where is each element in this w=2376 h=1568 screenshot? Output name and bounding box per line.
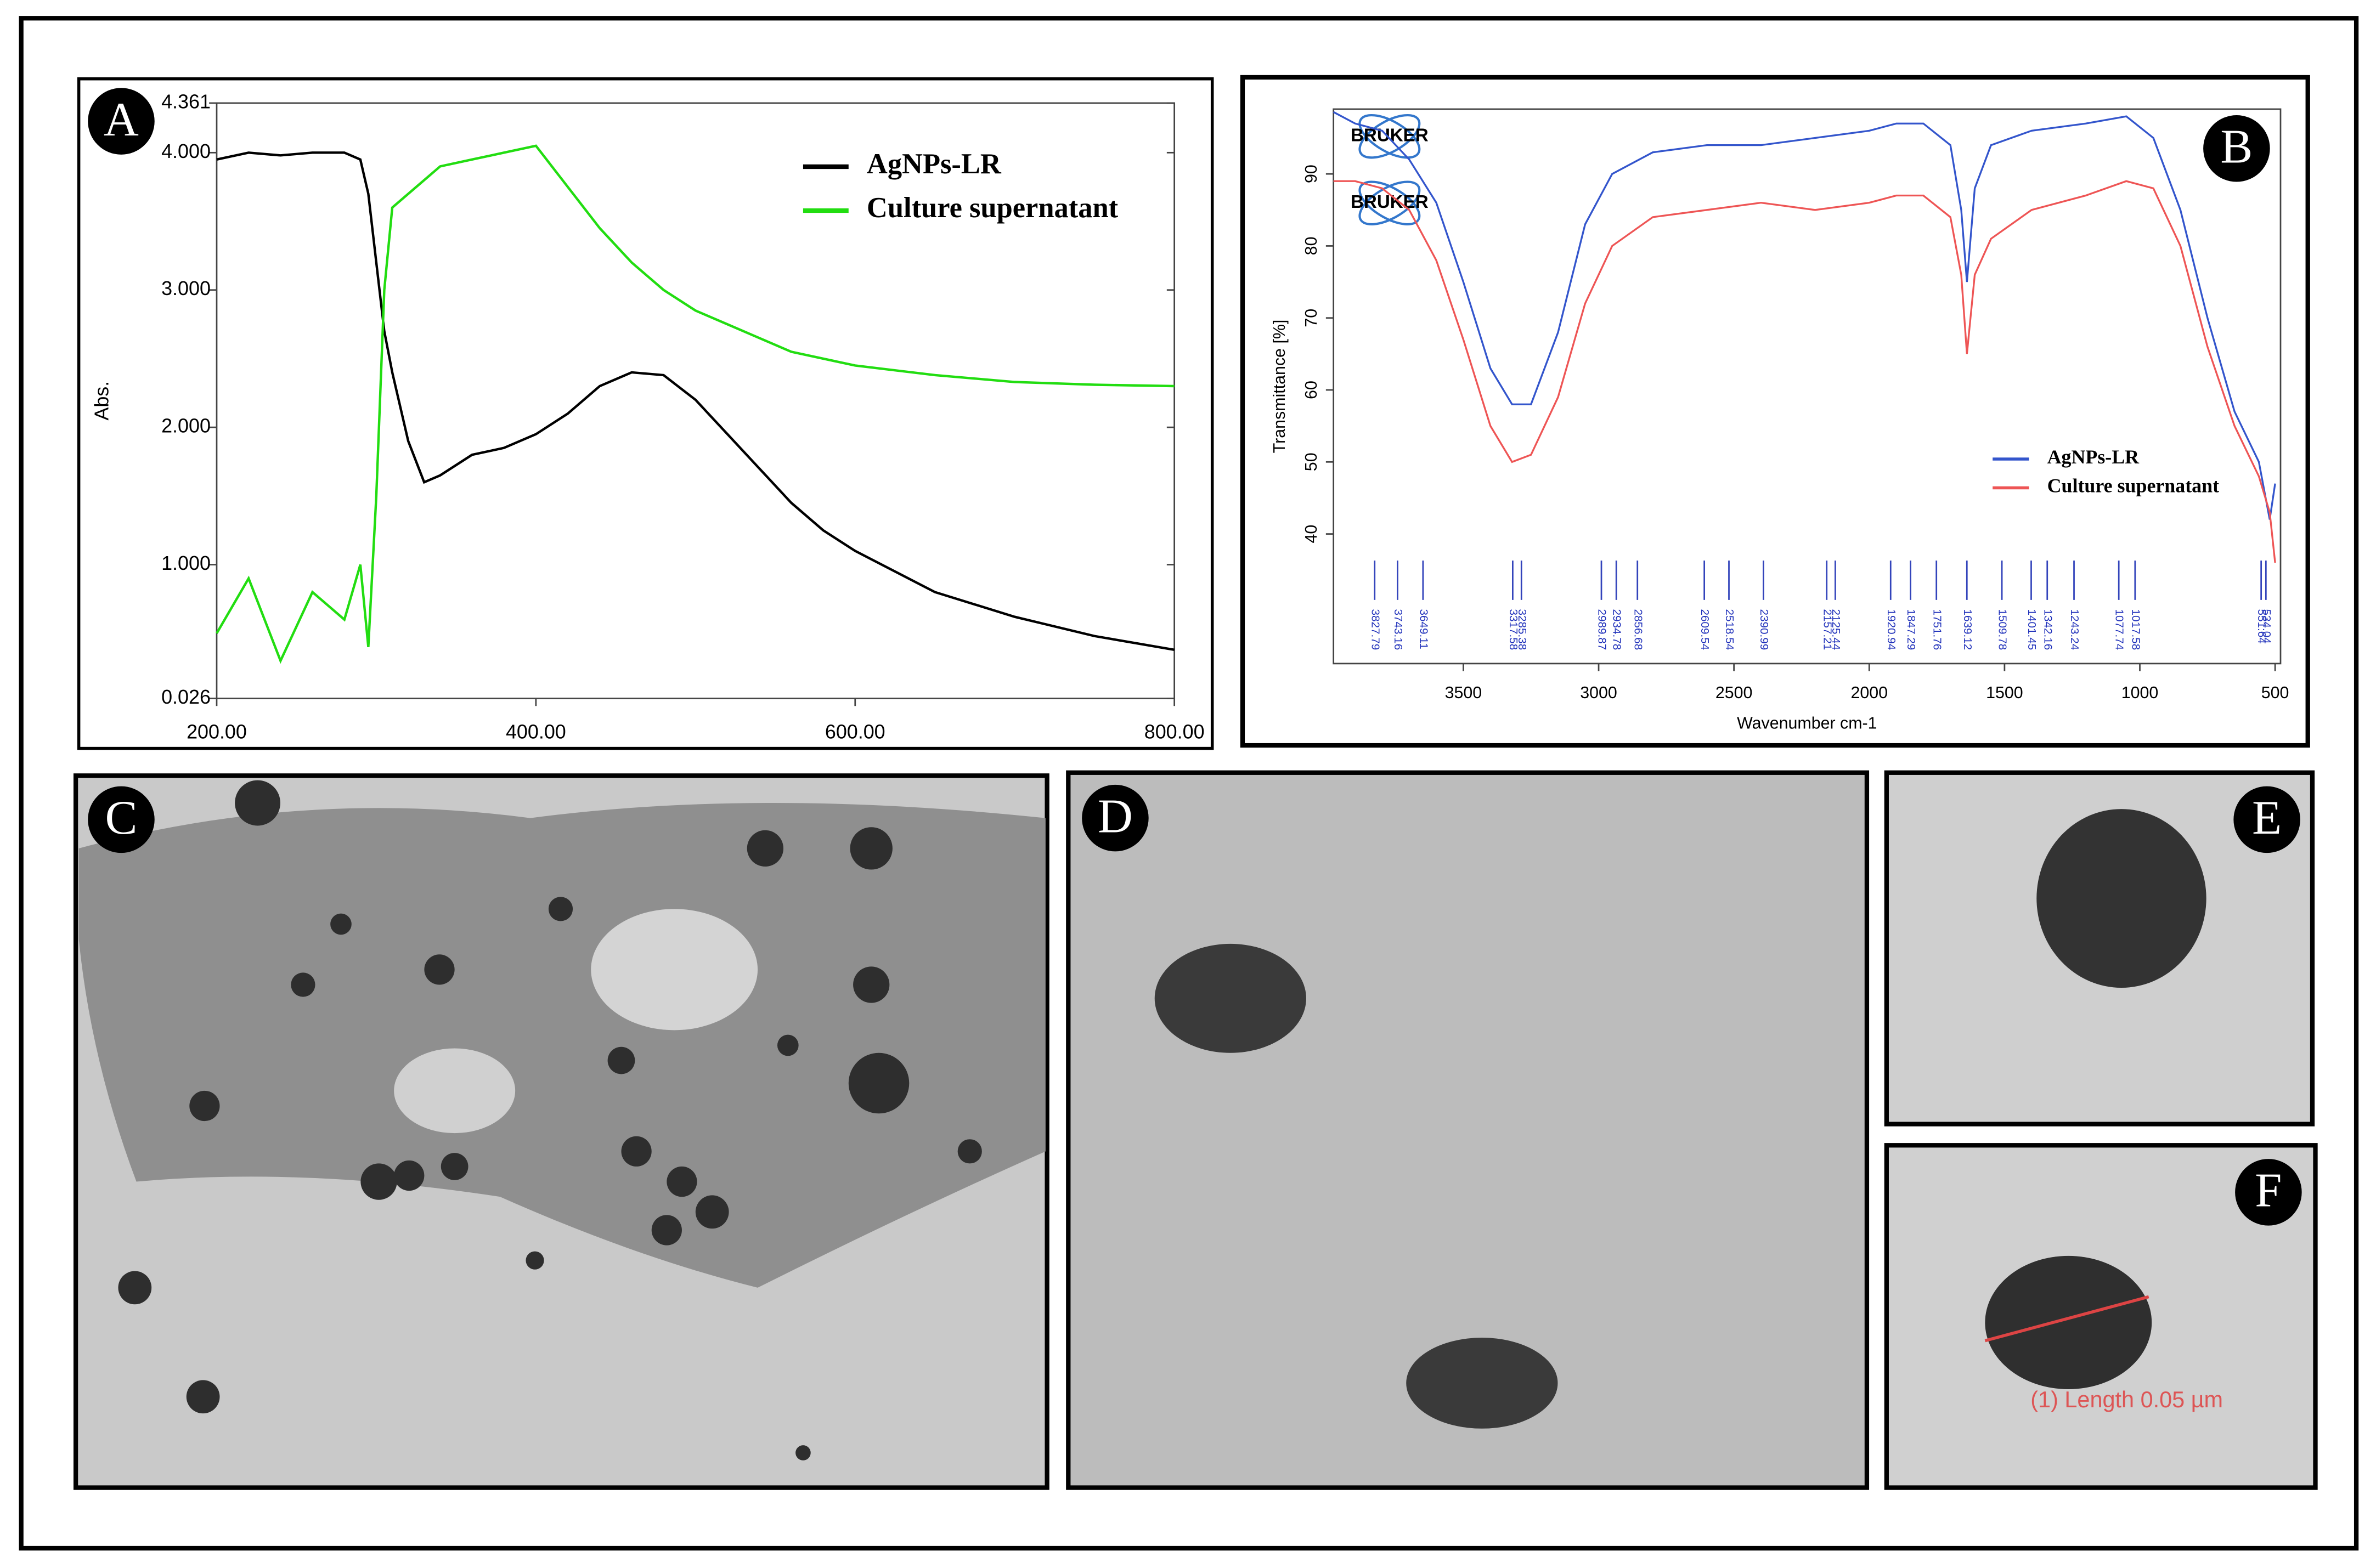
panel-letter-bg [2203, 115, 2270, 182]
panel-label: D [1098, 789, 1133, 843]
x-tick-label: 600.00 [825, 721, 885, 743]
particle [1985, 1255, 2152, 1389]
x-tick-label: 1000 [2121, 683, 2159, 702]
panel-letter: C [88, 786, 155, 853]
legend-label: AgNPs-LR [2047, 446, 2140, 468]
gap [591, 909, 758, 1031]
panel-label: C [105, 791, 137, 845]
legend-label: Culture supernatant [2047, 475, 2219, 497]
logo-orbit [1358, 180, 1421, 225]
y-tick-label: 70 [1302, 309, 1320, 327]
y-tick-label: 60 [1302, 381, 1320, 399]
peak-label: 1017.58 [2129, 609, 2142, 650]
panel-label: A [104, 93, 139, 146]
y-axis-label: Transmittance [%] [1270, 320, 1289, 454]
panel-label: B [2220, 120, 2253, 174]
logo-orbit [1358, 114, 1421, 159]
peak-label: 1077.74 [2113, 609, 2126, 650]
peak-label: 2518.54 [1723, 609, 1736, 650]
plot-frame [1333, 108, 2282, 665]
peak-label: 534.04 [2260, 609, 2273, 643]
y-tick-label: 4.000 [161, 140, 211, 162]
legend-label: Culture supernatant [867, 192, 1119, 224]
peak-label: 2125.44 [1830, 609, 1842, 650]
panel-label: E [2252, 791, 2282, 845]
peak-label: 2390.99 [1758, 609, 1770, 650]
x-tick-label: 500 [2261, 683, 2289, 702]
x-tick-label: 2000 [1850, 683, 1888, 702]
peak-label: 1639.12 [1961, 609, 1974, 650]
x-tick-label: 3000 [1580, 683, 1617, 702]
series-line [1333, 111, 2276, 520]
x-tick-label: 800.00 [1144, 721, 1205, 743]
x-tick-label: 2500 [1715, 683, 1753, 702]
peak-label: 1243.24 [2068, 609, 2081, 650]
panel-a-frame [77, 77, 1214, 750]
peak-label: 1920.94 [1885, 609, 1898, 650]
y-tick-label: 0.026 [161, 686, 211, 708]
y-tick-label: 4.361 [161, 90, 211, 112]
panel-label: F [2255, 1164, 2282, 1218]
legend-label: AgNPs-LR [867, 148, 1002, 180]
logo-orbit [1358, 114, 1421, 159]
panel-letter-bg [88, 88, 155, 155]
peak-label: 1509.78 [1996, 609, 2009, 650]
peak-label: 3285.38 [1516, 609, 1528, 650]
peak-label: 3827.79 [1369, 609, 1381, 650]
peak-label: 1751.76 [1931, 609, 1943, 650]
series-line [216, 144, 1175, 664]
x-tick-label: 3500 [1445, 683, 1482, 702]
logo-text: BRUKER [1351, 125, 1429, 145]
peak-label: 2856.68 [1632, 609, 1644, 650]
x-tick-label: 400.00 [506, 721, 566, 743]
outer-frame [19, 16, 2359, 1551]
peak-label: 2157.21 [1821, 609, 1833, 650]
x-axis-label: Wavenumber cm-1 [1737, 714, 1877, 732]
particle [1154, 943, 1306, 1053]
peak-label: 3317.58 [1507, 609, 1520, 650]
logo: BRUKER [1351, 114, 1429, 159]
x-tick-label: 1500 [1986, 683, 2023, 702]
peak-label: 1847.29 [1905, 609, 1917, 650]
y-tick-label: 90 [1302, 165, 1320, 183]
y-tick-label: 80 [1302, 237, 1320, 256]
particle [2036, 809, 2206, 988]
panel-letter: F [2235, 1159, 2302, 1226]
y-tick-label: 50 [1302, 452, 1320, 471]
measure-label: (1) Length 0.05 µm [2030, 1386, 2223, 1412]
y-tick-label: 3.000 [161, 278, 211, 299]
particles [118, 780, 982, 1461]
peak-label: 551.64 [2255, 609, 2268, 643]
panel-letter: D [1082, 784, 1149, 852]
peak-label: 2989.87 [1596, 609, 1609, 650]
logo-orbit [1358, 180, 1421, 225]
y-axis-label: Abs. [91, 381, 112, 421]
peak-label: 2934.78 [1611, 609, 1623, 650]
peak-label: 1401.45 [2025, 609, 2038, 650]
peak-label: 1342.16 [2041, 609, 2054, 650]
tem-image-c [73, 773, 1049, 1490]
x-tick-label: 200.00 [187, 721, 247, 743]
particle [1406, 1338, 1558, 1429]
gap [394, 1048, 516, 1134]
y-tick-label: 40 [1302, 525, 1320, 544]
peak-label: 3649.11 [1417, 609, 1430, 649]
particle-cluster [78, 803, 1046, 1288]
series-line [1333, 180, 2276, 563]
series-line [216, 151, 1175, 651]
plot-frame [216, 102, 1176, 699]
y-tick-label: 1.000 [161, 552, 211, 574]
tem-image-d [1066, 770, 1870, 1490]
y-tick-label: 2.000 [161, 415, 211, 437]
measure-line [1984, 1295, 2149, 1343]
peak-label: 2609.54 [1698, 609, 1711, 650]
panel-letter: E [2233, 786, 2300, 853]
peak-label: 3743.16 [1392, 609, 1404, 650]
